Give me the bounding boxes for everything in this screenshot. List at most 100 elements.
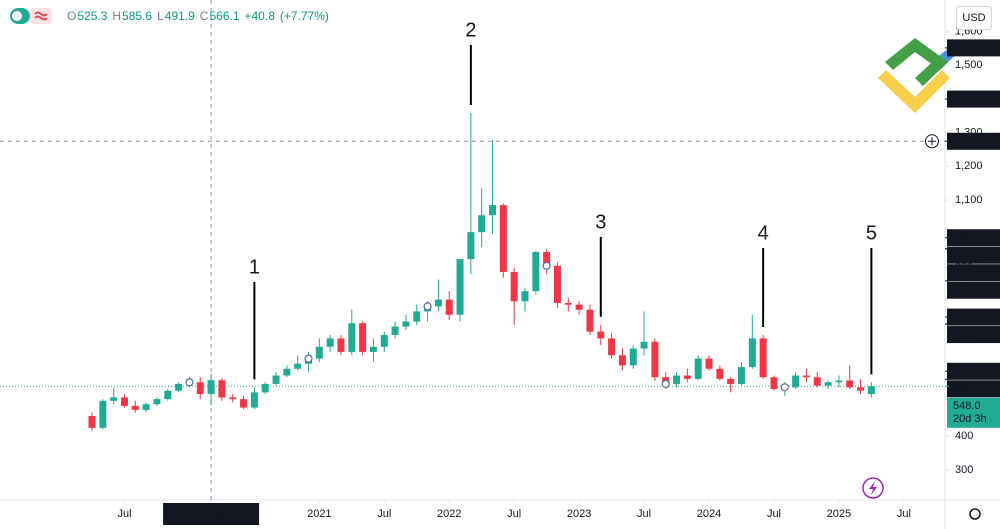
- price-label: 592.5: [945, 362, 1000, 380]
- candle-body: [369, 346, 377, 352]
- candle-body: [759, 338, 767, 378]
- y-tick-label: 300: [955, 464, 973, 476]
- candle-body: [315, 346, 323, 359]
- price-label-text: 753.2: [953, 311, 981, 323]
- label-box: [947, 326, 1000, 344]
- label: C: [199, 9, 209, 23]
- y-tick-label: 1,500: [955, 59, 983, 71]
- price-label-text: 860.4: [953, 284, 981, 296]
- candle-body: [229, 397, 237, 400]
- symbol-icon[interactable]: [30, 8, 52, 24]
- candle-body: [467, 232, 475, 260]
- countdown: 20d 3h: [953, 413, 987, 425]
- price-label: 955.7: [945, 246, 1000, 264]
- candle-body: [737, 367, 745, 384]
- candle-body: [240, 399, 248, 408]
- candle-body: [629, 348, 637, 366]
- toggle-knob: [12, 11, 22, 21]
- y-tick-label: 1,200: [955, 160, 983, 172]
- label: L: [157, 9, 164, 23]
- price-label: 988.4: [945, 229, 1000, 247]
- candle-body: [835, 380, 843, 383]
- ohlc-high: H585.6: [112, 9, 152, 23]
- settings-button[interactable]: [969, 508, 981, 520]
- currency-button[interactable]: USD: [956, 6, 992, 30]
- crosshair-date-box: Mon 02 Mar '20: [163, 503, 260, 525]
- candle-body: [846, 380, 854, 388]
- candle-body: [564, 302, 572, 305]
- candle-body: [727, 378, 735, 384]
- candle-body: [380, 335, 388, 347]
- candle-body: [99, 400, 107, 428]
- candle-body: [748, 338, 756, 368]
- events-icon: [869, 481, 877, 495]
- candle-body: [792, 375, 800, 388]
- candle-body: [218, 380, 226, 398]
- candle-body: [283, 368, 291, 376]
- annotation-label: 1: [249, 256, 260, 278]
- candle-body: [705, 358, 713, 369]
- price-label-text: 548.0: [953, 400, 981, 412]
- candle-body: [867, 386, 875, 395]
- candle-body: [575, 304, 583, 310]
- candle-body: [261, 383, 269, 393]
- x-tick-label: Jul: [117, 508, 131, 520]
- candle-body: [597, 331, 605, 339]
- value: 585.6: [122, 9, 153, 23]
- candle-body: [857, 387, 865, 391]
- annotation-label: 4: [758, 222, 769, 244]
- label-box: [947, 90, 1000, 108]
- value: 491.9: [164, 9, 195, 23]
- candle-body: [348, 323, 356, 352]
- event-marker: [304, 354, 313, 363]
- price-label: 1,274.2: [925, 132, 1000, 150]
- candle-body: [521, 291, 529, 302]
- candle-body: [164, 390, 172, 400]
- ohlc-legend: O525.3 H585.6 L491.9 C566.1 +40.8 (+7.77…: [67, 9, 329, 23]
- candle-body: [683, 375, 691, 379]
- candle-body: [651, 341, 659, 378]
- candle-body: [120, 397, 128, 406]
- x-tick-label: Jul: [507, 508, 521, 520]
- candle-body: [608, 338, 616, 356]
- price-label: 753.2: [945, 308, 1000, 326]
- candle-body: [716, 368, 724, 379]
- candle-body: [88, 415, 96, 428]
- candle-body: [770, 377, 778, 390]
- candle-body: [413, 311, 421, 322]
- price-label-text: 592.5: [953, 365, 981, 377]
- label-box: [947, 132, 1000, 150]
- candle-body: [434, 299, 442, 307]
- candle-body: [402, 321, 410, 327]
- candle-body: [110, 397, 118, 401]
- plus-icon: [928, 137, 936, 146]
- change-pct: (+7.77%): [279, 9, 329, 23]
- label-box: [947, 397, 1000, 428]
- candle-body: [272, 375, 280, 384]
- ohlc-low: L491.9: [157, 9, 195, 23]
- label-box: [947, 362, 1000, 380]
- event-marker: [542, 261, 551, 270]
- label-box: [947, 380, 1000, 398]
- annotation-label: 5: [866, 222, 877, 244]
- price-label: 568.7: [945, 378, 1000, 398]
- x-tick-label: 2023: [567, 508, 591, 520]
- change: +40.8: [244, 9, 275, 23]
- candle-body: [142, 404, 150, 410]
- candle-body: [153, 399, 161, 405]
- annotation-label: 3: [595, 211, 606, 233]
- value: 525.3: [77, 9, 108, 23]
- candle-body: [813, 377, 821, 386]
- candle-body: [510, 271, 518, 302]
- label-box: [947, 308, 1000, 326]
- x-tick-label: Jul: [767, 508, 781, 520]
- candle-body: [586, 309, 594, 332]
- candle-body: [543, 252, 551, 266]
- price-label-text: 1,399.3: [953, 93, 990, 105]
- candle-body: [326, 338, 334, 347]
- x-tick-label: 2021: [307, 508, 331, 520]
- candle-body: [250, 392, 258, 408]
- candle-body: [618, 355, 626, 366]
